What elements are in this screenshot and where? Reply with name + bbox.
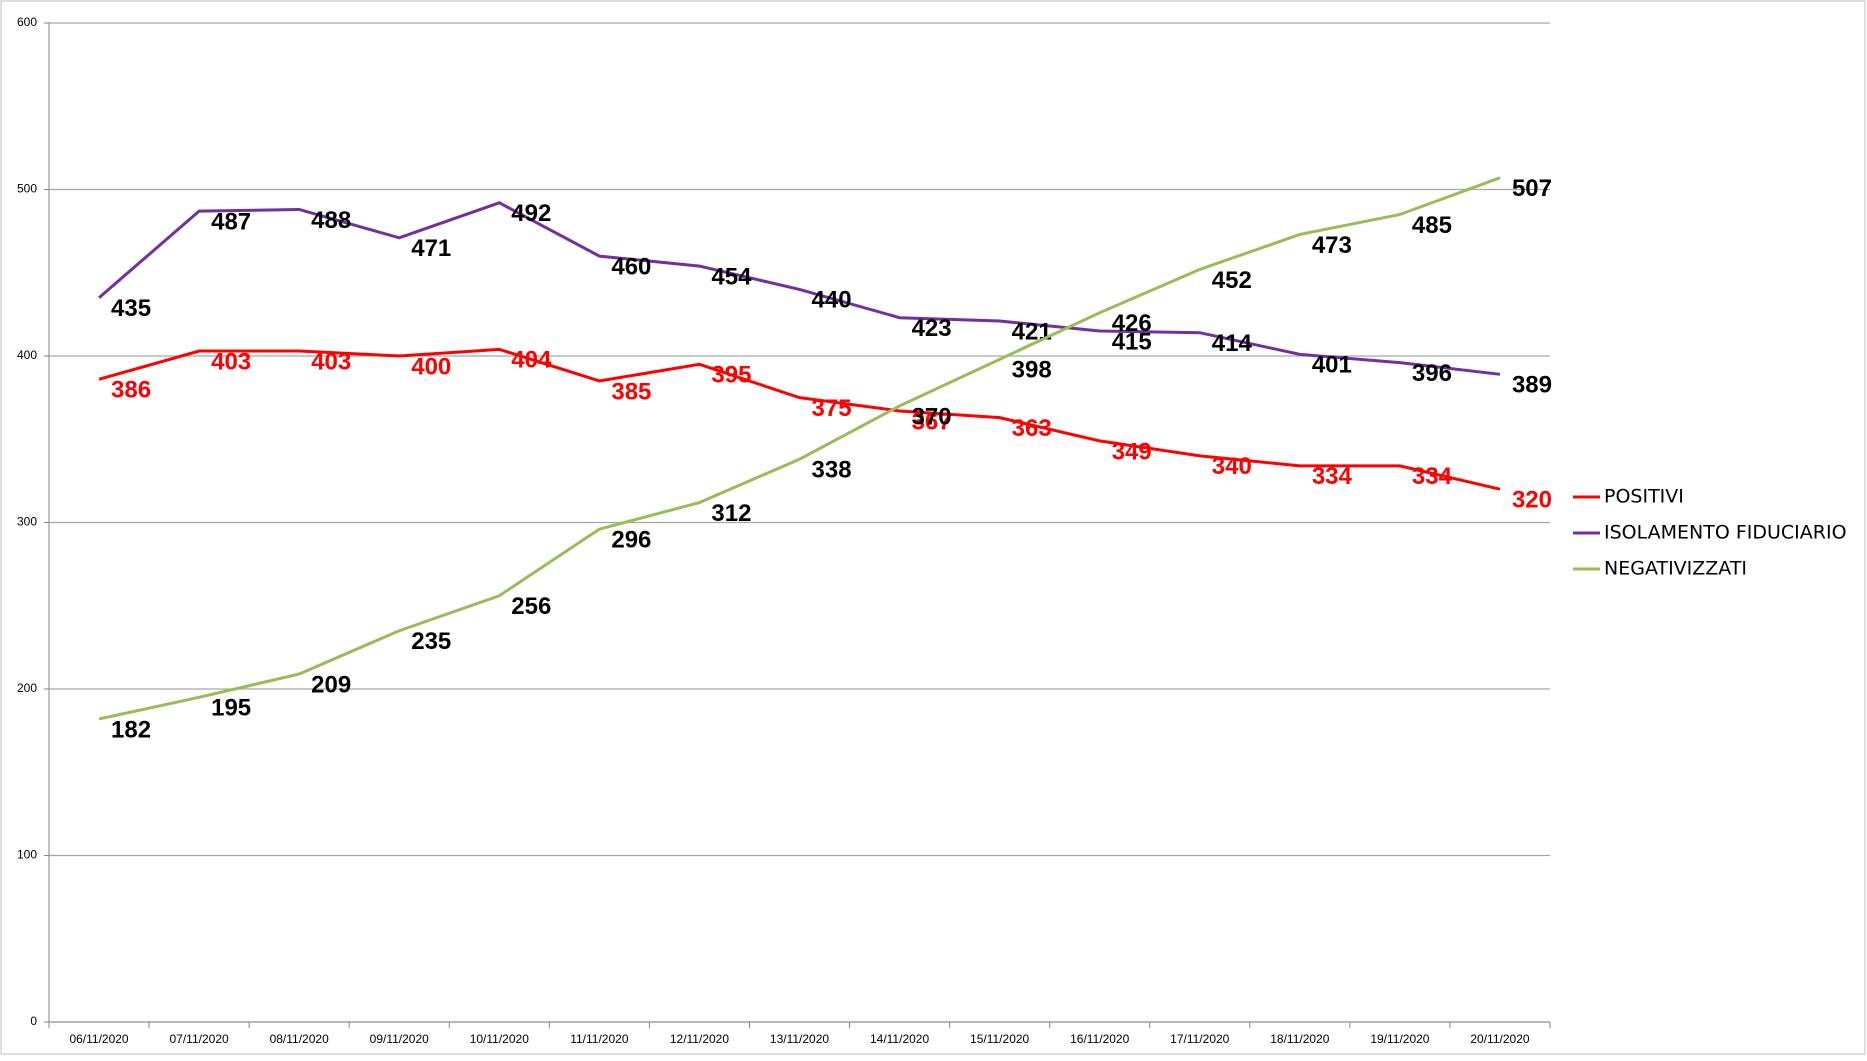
- y-tick-label: 500: [17, 182, 37, 196]
- data-label: 414: [1212, 330, 1253, 357]
- data-label: 312: [711, 500, 751, 527]
- data-label: 400: [411, 353, 451, 380]
- y-tick-label: 300: [17, 515, 37, 529]
- data-label: 492: [511, 200, 551, 227]
- x-tick-label: 10/11/2020: [470, 1032, 529, 1046]
- data-label: 375: [812, 395, 852, 422]
- x-tick-label: 08/11/2020: [270, 1032, 329, 1046]
- data-label: 404: [511, 347, 552, 374]
- y-tick-label: 600: [17, 15, 37, 29]
- x-tick-label: 16/11/2020: [1070, 1032, 1129, 1046]
- data-label: 338: [812, 457, 852, 484]
- data-label: 256: [511, 593, 551, 620]
- data-label: 296: [611, 527, 651, 554]
- x-tick-label: 19/11/2020: [1370, 1032, 1429, 1046]
- line-series: [98, 176, 1501, 721]
- x-tick-label: 09/11/2020: [370, 1032, 429, 1046]
- y-tick-label: 200: [17, 681, 37, 695]
- y-tick-label: 0: [30, 1014, 37, 1028]
- data-label: 471: [411, 235, 451, 262]
- x-tick-label: 18/11/2020: [1270, 1032, 1329, 1046]
- x-tick-label: 11/11/2020: [570, 1032, 629, 1046]
- data-label: 363: [1012, 415, 1052, 442]
- x-tick-label: 12/11/2020: [670, 1032, 729, 1046]
- data-label: 415: [1112, 328, 1152, 355]
- data-label: 454: [711, 263, 752, 290]
- x-tick-label: 13/11/2020: [770, 1032, 829, 1046]
- legend-label: ISOLAMENTO FIDUCIARIO: [1604, 522, 1847, 544]
- data-label: 349: [1112, 438, 1152, 465]
- data-label: 334: [1412, 463, 1453, 490]
- data-label: 401: [1312, 352, 1352, 379]
- data-label: 403: [311, 348, 351, 375]
- data-label: 340: [1212, 453, 1252, 480]
- x-tick-label: 14/11/2020: [870, 1032, 929, 1046]
- data-label: 386: [111, 377, 151, 404]
- line-series: [98, 347, 1501, 491]
- data-label: 395: [711, 362, 751, 389]
- data-label: 389: [1512, 372, 1552, 399]
- data-label: 320: [1512, 487, 1552, 514]
- data-label: 440: [812, 287, 852, 314]
- line-series: [98, 201, 1501, 376]
- x-tick-label: 07/11/2020: [170, 1032, 229, 1046]
- data-label: 452: [1212, 267, 1252, 294]
- data-label: 423: [912, 315, 952, 342]
- data-label: 209: [311, 671, 351, 698]
- data-label: 334: [1312, 463, 1353, 490]
- data-label: 182: [111, 716, 151, 743]
- data-label: 195: [211, 695, 251, 722]
- data-label: 396: [1412, 360, 1452, 387]
- data-label: 487: [211, 208, 251, 235]
- data-label: 488: [311, 207, 351, 234]
- x-tick-label: 17/11/2020: [1170, 1032, 1229, 1046]
- data-label: 435: [111, 295, 151, 322]
- x-tick-label: 15/11/2020: [970, 1032, 1029, 1046]
- data-label: 398: [1012, 357, 1052, 384]
- y-tick-label: 400: [17, 348, 37, 362]
- x-tick-label: 06/11/2020: [69, 1032, 128, 1046]
- data-label: 403: [211, 348, 251, 375]
- data-label: 460: [611, 253, 651, 280]
- x-tick-label: 20/11/2020: [1470, 1032, 1529, 1046]
- data-label: 385: [611, 378, 651, 405]
- data-label: 507: [1512, 175, 1552, 202]
- data-label: 485: [1412, 212, 1452, 239]
- data-label: 473: [1312, 232, 1352, 259]
- legend-label: POSITIVI: [1604, 486, 1684, 508]
- data-label: 370: [912, 403, 952, 430]
- y-tick-label: 100: [17, 848, 37, 862]
- data-label: 426: [1112, 310, 1152, 337]
- data-label: 367: [912, 408, 952, 435]
- data-label: 421: [1012, 318, 1052, 345]
- legend-label: NEGATIVIZZATI: [1604, 558, 1747, 580]
- data-label: 235: [411, 628, 451, 655]
